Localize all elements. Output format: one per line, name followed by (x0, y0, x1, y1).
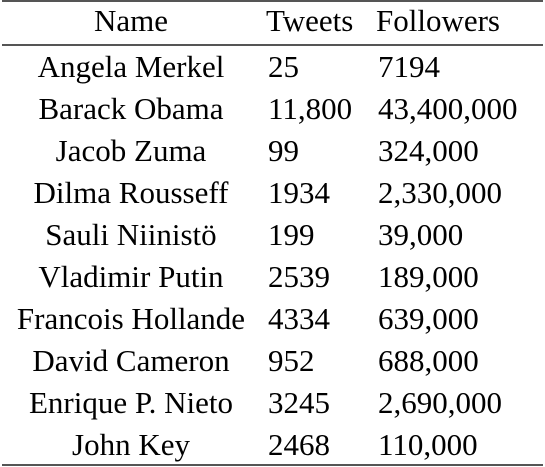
cell-tweets: 4334 (268, 301, 330, 336)
cell-followers: 7194 (378, 49, 440, 84)
cell-name: Barack Obama (38, 91, 224, 126)
header-followers: Followers (376, 3, 500, 38)
cell-name: Francois Hollande (16, 301, 246, 336)
cell-name: Dilma Rousseff (33, 175, 229, 210)
header-rule (2, 44, 543, 46)
table-row: John Key 2468 110,000 (0, 424, 545, 466)
cell-followers: 324,000 (378, 133, 479, 168)
cell-name: David Cameron (32, 343, 230, 378)
cell-tweets: 2539 (268, 259, 330, 294)
table-header-row: Name Tweets Followers (0, 0, 545, 42)
cell-tweets: 1934 (268, 175, 330, 210)
table-row: Angela Merkel 25 7194 (0, 46, 545, 88)
table-row: Jacob Zuma 99 324,000 (0, 130, 545, 172)
cell-followers: 39,000 (378, 217, 464, 252)
cell-name: Vladimir Putin (38, 259, 224, 294)
cell-name: John Key (72, 427, 190, 462)
table-row: Sauli Niinistö 199 39,000 (0, 214, 545, 256)
cell-tweets: 952 (268, 343, 315, 378)
cell-name: Enrique P. Nieto (28, 385, 234, 420)
cell-tweets: 25 (268, 49, 299, 84)
cell-followers: 43,400,000 (378, 91, 518, 126)
cell-tweets: 2468 (268, 427, 330, 462)
cell-followers: 2,330,000 (378, 175, 502, 210)
cell-followers: 639,000 (378, 301, 479, 336)
header-tweets: Tweets (266, 3, 354, 38)
cell-followers: 2,690,000 (378, 385, 502, 420)
cell-tweets: 11,800 (268, 91, 353, 126)
cell-tweets: 99 (268, 133, 299, 168)
cell-followers: 189,000 (378, 259, 479, 294)
cell-followers: 110,000 (378, 427, 478, 462)
cell-name: Jacob Zuma (55, 133, 207, 168)
header-name: Name (93, 3, 169, 38)
cell-followers: 688,000 (378, 343, 479, 378)
top-rule (2, 0, 543, 2)
table-row: Enrique P. Nieto 3245 2,690,000 (0, 382, 545, 424)
table-row: Francois Hollande 4334 639,000 (0, 298, 545, 340)
cell-tweets: 199 (268, 217, 315, 252)
table-row: Dilma Rousseff 1934 2,330,000 (0, 172, 545, 214)
table-row: Barack Obama 11,800 43,400,000 (0, 88, 545, 130)
cell-name: Angela Merkel (37, 49, 225, 84)
table-row: David Cameron 952 688,000 (0, 340, 545, 382)
bottom-rule (2, 464, 543, 466)
table-row: Vladimir Putin 2539 189,000 (0, 256, 545, 298)
cell-name: Sauli Niinistö (45, 217, 217, 252)
cell-tweets: 3245 (268, 385, 330, 420)
